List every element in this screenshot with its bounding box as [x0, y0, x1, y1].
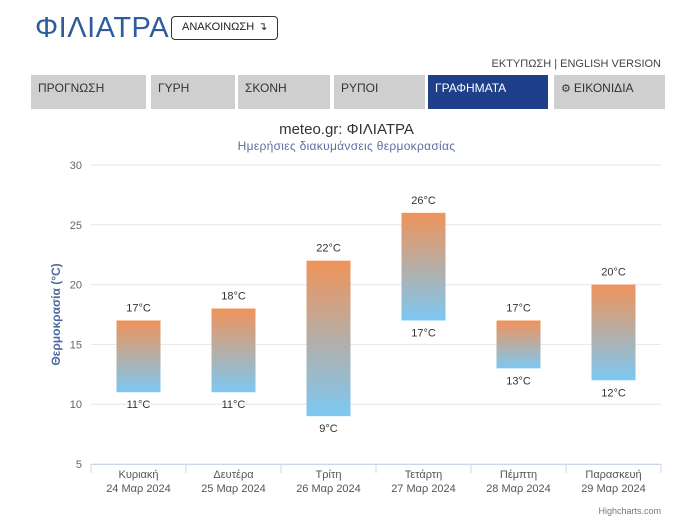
- chart-container: meteo.gr: ΦΙΛΙΑΤΡΑ Ημερήσιες διακυμάνσει…: [0, 112, 693, 524]
- tab-pollen[interactable]: ΓΥΡΗ: [151, 75, 235, 109]
- top-links: ΕΚΤΥΠΩΣΗ | ENGLISH VERSION: [492, 58, 661, 70]
- high-data-label: 20°C: [601, 267, 626, 279]
- high-data-label: 18°C: [221, 291, 246, 303]
- x-tick-label-day: Πέμπτη: [500, 469, 537, 481]
- announcements-button[interactable]: ΑΝΑΚΟΙΝΩΣΗ ↴: [171, 16, 279, 40]
- print-link[interactable]: ΕΚΤΥΠΩΣΗ: [491, 58, 552, 70]
- range-bar[interactable]: [401, 212, 446, 321]
- low-data-label: 11°C: [222, 399, 246, 411]
- arrow-down-icon: ↴: [258, 21, 268, 33]
- range-bar[interactable]: [306, 260, 351, 417]
- x-tick-label-date: 27 Μαρ 2024: [391, 483, 456, 495]
- x-tick-label-day: Τετάρτη: [405, 469, 443, 481]
- x-tick-label-date: 25 Μαρ 2024: [201, 483, 266, 495]
- tab-label: ΡΥΠΟΙ: [341, 81, 379, 95]
- x-tick-label-day: Παρασκευή: [585, 469, 641, 481]
- tab-label: ΠΡΟΓΝΩΣΗ: [38, 81, 105, 95]
- low-data-label: 11°C: [127, 399, 151, 411]
- chart-title: meteo.gr: ΦΙΛΙΑΤΡΑ: [279, 121, 414, 138]
- low-data-label: 13°C: [506, 375, 531, 387]
- tab-icons[interactable]: ⚙ ΕΙΚΟΝΙΔΙΑ: [554, 75, 665, 109]
- english-version-link[interactable]: ENGLISH VERSION: [560, 58, 661, 70]
- chart-credits[interactable]: Highcharts.com: [598, 506, 661, 516]
- chart-subtitle: Ημερήσιες διακυμάνσεις θερμοκρασίας: [237, 139, 456, 153]
- tab-forecast[interactable]: ΠΡΟΓΝΩΣΗ: [31, 75, 146, 109]
- low-data-label: 9°C: [319, 423, 338, 435]
- top-links-separator: |: [551, 58, 561, 70]
- y-tick-label: 20: [70, 280, 82, 292]
- range-bar[interactable]: [211, 308, 256, 393]
- page-title: ΦΙΛΙΑΤΡΑ: [35, 12, 170, 44]
- x-tick-label-date: 29 Μαρ 2024: [581, 483, 646, 495]
- tab-label: ΣΚΟΝΗ: [245, 81, 287, 95]
- main-tabs: ΠΡΟΓΝΩΣΗ ΓΥΡΗ ΣΚΟΝΗ ΡΥΠΟΙ ΓΡΑΦΗΜΑΤΑ ⚙ ΕΙΚ…: [31, 75, 665, 109]
- high-data-label: 22°C: [316, 243, 341, 255]
- tab-charts[interactable]: ΓΡΑΦΗΜΑΤΑ: [428, 75, 548, 109]
- x-tick-label-date: 28 Μαρ 2024: [486, 483, 551, 495]
- temperature-range-chart: 5 10 15 20 25 30 Θερμοκρασία (°C) 17°C 11°C Κυρια…: [49, 160, 662, 495]
- tab-pollutants[interactable]: ΡΥΠΟΙ: [334, 75, 425, 109]
- high-data-label: 26°C: [411, 195, 436, 207]
- y-tick-label: 5: [76, 459, 82, 471]
- tab-label: ΕΙΚΟΝΙΔΙΑ: [573, 81, 634, 95]
- y-tick-label: 15: [70, 339, 82, 351]
- tab-dust[interactable]: ΣΚΟΝΗ: [238, 75, 330, 109]
- x-tick-label-day: Τρίτη: [316, 469, 342, 481]
- range-bar[interactable]: [116, 320, 161, 393]
- low-data-label: 17°C: [411, 327, 436, 339]
- range-bar[interactable]: [591, 284, 636, 381]
- tab-label: ΓΡΑΦΗΜΑΤΑ: [435, 81, 507, 95]
- gear-icon: ⚙: [561, 83, 571, 95]
- x-tick-label-day: Κυριακή: [118, 469, 158, 481]
- y-tick-label: 10: [70, 399, 82, 411]
- low-data-label: 12°C: [601, 387, 626, 399]
- range-bar[interactable]: [496, 320, 541, 369]
- y-axis-title: Θερμοκρασία (°C): [49, 263, 63, 365]
- announcements-label: ΑΝΑΚΟΙΝΩΣΗ: [182, 21, 255, 33]
- x-tick-label-day: Δευτέρα: [213, 469, 254, 481]
- high-data-label: 17°C: [506, 302, 531, 314]
- high-data-label: 17°C: [126, 302, 151, 314]
- x-tick-label-date: 26 Μαρ 2024: [296, 483, 361, 495]
- x-tick-label-date: 24 Μαρ 2024: [106, 483, 171, 495]
- y-tick-label: 25: [70, 220, 82, 232]
- tab-label: ΓΥΡΗ: [158, 81, 190, 95]
- y-tick-label: 30: [70, 160, 82, 172]
